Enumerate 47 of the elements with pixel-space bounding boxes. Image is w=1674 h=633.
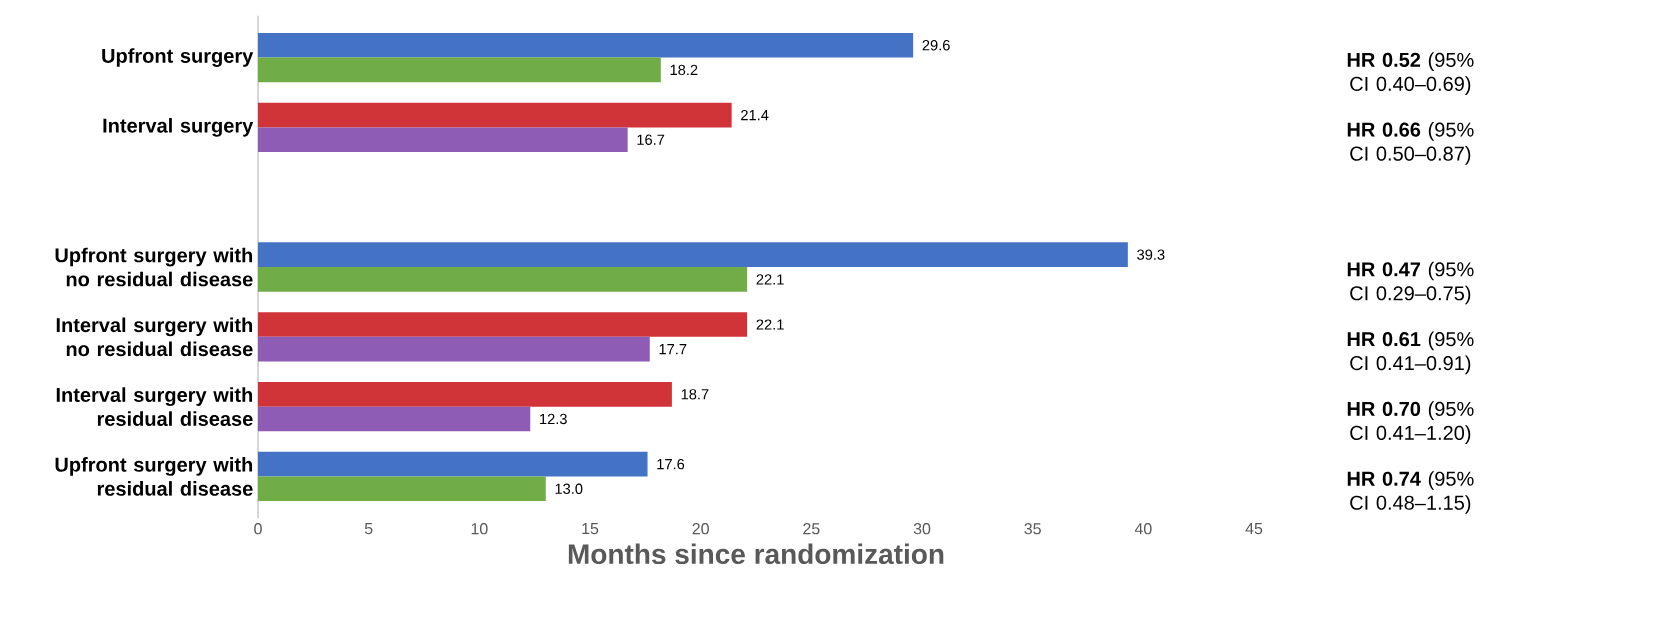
x-tick-label: 15: [582, 523, 599, 535]
x-tick-label: 40: [1134, 523, 1152, 535]
bar: [258, 336, 650, 362]
data-label: 18.2: [670, 64, 698, 76]
data-label: 39.3: [1137, 249, 1165, 260]
text: HR 0.74 (95% CI 0.48–1.15): [1347, 471, 1474, 514]
text: HR 0.66 (95% CI 0.50–0.87): [1347, 122, 1474, 165]
bar: [258, 102, 732, 128]
x-tick-label: 0: [254, 523, 262, 535]
data-label: 17.6: [657, 458, 685, 470]
bar: [258, 476, 546, 502]
x-tick-label: 45: [1245, 523, 1263, 535]
x-tick-label: 35: [1024, 523, 1041, 535]
bar: [258, 312, 748, 337]
x-tick-label: 10: [471, 523, 488, 535]
x-axis-title: Months since randomization: [568, 543, 944, 565]
y-tick-label: Interval surgery with residual disease: [56, 387, 253, 426]
data-label: 12.3: [540, 413, 567, 425]
text: HR 0.52 (95% CI 0.40–0.69): [1347, 52, 1474, 95]
text: HR 0.70 (95% CI 0.41–1.20): [1347, 401, 1474, 444]
bar: [258, 242, 1128, 268]
data-label: 13.0: [555, 483, 583, 494]
data-label: 18.7: [681, 389, 709, 400]
data-label: 16.7: [637, 134, 665, 145]
x-tick-label: 30: [913, 523, 931, 535]
data-label: 29.6: [922, 40, 950, 51]
bar: [258, 381, 672, 407]
text: HR 0.61 (95% CI 0.41–0.91): [1347, 331, 1474, 375]
y-tick-label: Interval surgery: [103, 118, 254, 137]
data-label: 21.4: [741, 109, 769, 121]
y-tick-label: Upfront surgery: [102, 48, 254, 67]
data-label: 22.1: [756, 274, 784, 285]
bar: [258, 406, 531, 432]
bar: [258, 267, 748, 292]
bar: [258, 451, 648, 477]
x-tick-label: 20: [692, 523, 709, 535]
x-tick-label: 5: [364, 523, 373, 535]
x-tick-label: 25: [803, 523, 820, 535]
data-label: 17.7: [659, 344, 687, 355]
y-tick-label: Upfront surgery with no residual disease: [55, 247, 253, 287]
y-tick-label: Upfront surgery with residual disease: [55, 457, 253, 496]
bar: [258, 32, 914, 58]
y-tick-label: Interval surgery with no residual disease: [56, 317, 253, 357]
bar: [258, 57, 661, 83]
data-label: 22.1: [756, 319, 784, 330]
text: HR 0.47 (95% CI 0.29–0.75): [1347, 261, 1474, 305]
bar: [258, 127, 628, 153]
